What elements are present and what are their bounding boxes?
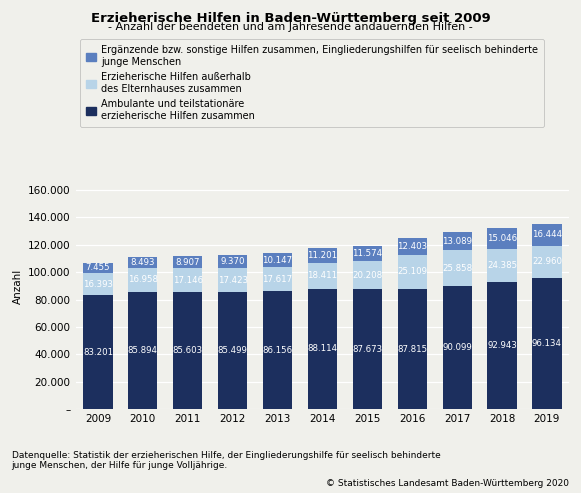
Text: 12.403: 12.403: [397, 242, 427, 250]
Text: 17.617: 17.617: [263, 275, 293, 283]
Text: 88.114: 88.114: [307, 344, 338, 353]
Text: 8.907: 8.907: [175, 258, 200, 267]
Bar: [353, 261, 382, 289]
Bar: [532, 224, 561, 246]
Text: 15.046: 15.046: [487, 234, 517, 243]
Text: 18.411: 18.411: [307, 272, 338, 281]
Text: 10.147: 10.147: [263, 256, 293, 265]
Bar: [173, 269, 202, 292]
Bar: [532, 278, 561, 409]
Text: 92.943: 92.943: [487, 341, 517, 350]
Bar: [128, 257, 157, 268]
Y-axis label: Anzahl: Anzahl: [12, 268, 23, 304]
Bar: [218, 268, 248, 292]
Text: © Statistisches Landesamt Baden-Württemberg 2020: © Statistisches Landesamt Baden-Württemb…: [327, 479, 569, 488]
Bar: [308, 288, 337, 409]
Text: 16.958: 16.958: [128, 276, 158, 284]
Bar: [397, 238, 427, 254]
Bar: [487, 282, 517, 409]
Bar: [173, 292, 202, 409]
Legend: Ergänzende bzw. sonstige Hilfen zusammen, Eingliederungshilfen für seelisch behi: Ergänzende bzw. sonstige Hilfen zusammen…: [80, 39, 544, 127]
Bar: [308, 248, 337, 263]
Bar: [84, 295, 113, 409]
Text: 7.455: 7.455: [85, 263, 110, 272]
Bar: [443, 286, 472, 409]
Text: 22.960: 22.960: [532, 257, 562, 266]
Bar: [128, 268, 157, 291]
Bar: [263, 253, 292, 267]
Text: 90.099: 90.099: [442, 343, 472, 352]
Text: 25.109: 25.109: [397, 267, 427, 276]
Text: 16.393: 16.393: [83, 280, 113, 288]
Bar: [218, 292, 248, 409]
Bar: [443, 250, 472, 286]
Text: 16.444: 16.444: [532, 230, 562, 239]
Text: 85.603: 85.603: [173, 346, 203, 355]
Text: 17.423: 17.423: [218, 276, 248, 284]
Text: 86.156: 86.156: [263, 346, 293, 354]
Text: 96.134: 96.134: [532, 339, 562, 348]
Text: 85.499: 85.499: [218, 346, 248, 355]
Text: 11.574: 11.574: [352, 249, 382, 258]
Text: 8.493: 8.493: [131, 258, 155, 267]
Text: 13.089: 13.089: [442, 237, 472, 246]
Bar: [308, 263, 337, 288]
Bar: [263, 291, 292, 409]
Bar: [128, 291, 157, 409]
Text: 24.385: 24.385: [487, 261, 517, 270]
Bar: [263, 267, 292, 291]
Text: Erzieherische Hilfen in Baden-Württemberg seit 2009: Erzieherische Hilfen in Baden-Württember…: [91, 12, 490, 25]
Bar: [84, 263, 113, 273]
Text: 11.201: 11.201: [307, 251, 338, 260]
Bar: [487, 248, 517, 282]
Bar: [532, 246, 561, 278]
Text: - Anzahl der beendeten und am Jahresende andauernden Hilfen -: - Anzahl der beendeten und am Jahresende…: [108, 22, 473, 32]
Text: 87.815: 87.815: [397, 345, 427, 353]
Bar: [397, 254, 427, 289]
Bar: [84, 273, 113, 295]
Text: 9.370: 9.370: [220, 257, 245, 266]
Bar: [443, 233, 472, 250]
Bar: [173, 256, 202, 269]
Text: 20.208: 20.208: [352, 271, 382, 280]
Text: Datenquelle: Statistik der erzieherischen Hilfe, der Eingliederungshilfe für see: Datenquelle: Statistik der erzieherische…: [12, 451, 440, 470]
Text: 25.858: 25.858: [442, 264, 472, 273]
Bar: [397, 289, 427, 409]
Text: 85.894: 85.894: [128, 346, 158, 355]
Text: 83.201: 83.201: [83, 348, 113, 357]
Bar: [487, 228, 517, 248]
Bar: [218, 255, 248, 268]
Text: 17.146: 17.146: [173, 276, 203, 285]
Bar: [353, 246, 382, 261]
Text: 87.673: 87.673: [352, 345, 382, 353]
Bar: [353, 289, 382, 409]
